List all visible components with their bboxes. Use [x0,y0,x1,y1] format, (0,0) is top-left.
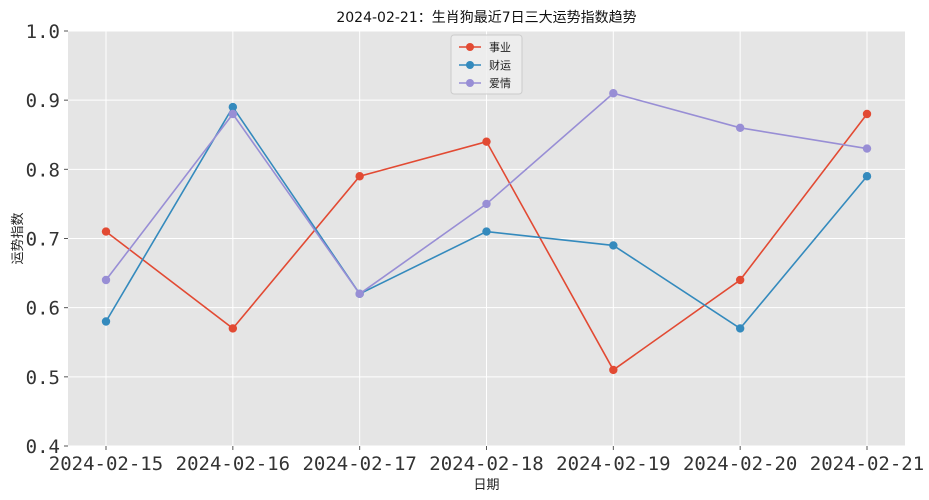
data-point [862,109,872,119]
y-tick-label: 0.4 [26,436,60,458]
y-tick-label: 0.5 [26,367,60,389]
y-tick-label: 0.7 [26,229,60,251]
data-point [228,109,238,119]
x-tick-label: 2024-02-16 [176,453,290,475]
series-1 [101,109,872,375]
data-point [228,324,238,333]
x-axis-label: 日期 [473,478,499,493]
x-tick-label: 2024-02-18 [429,453,543,475]
y-tick-label: 0.8 [26,159,60,181]
legend-label: 爱情 [489,77,511,90]
data-point [735,275,745,285]
data-point [482,227,491,236]
data-point [482,137,491,146]
data-point [735,123,745,133]
data-point [355,289,364,299]
legend-label: 事业 [489,41,511,54]
data-point [735,324,745,333]
data-point [862,172,872,181]
data-point [228,102,238,112]
data-point [609,365,618,375]
legend-item: 爱情 [459,77,511,90]
y-axis-label: 运势指数 [10,212,26,264]
grid-lines [68,30,905,447]
data-point [609,241,618,250]
data-point [101,317,111,326]
legend-item: 事业 [459,41,511,54]
axis-ticks: 0.4 0.5 0.6 0.7 0.8 0.9 1.0 2024-02-15 2024-02-1… [26,21,925,475]
x-tick-label: 2024-02-21 [810,453,924,475]
y-tick-label: 1.0 [26,21,60,43]
legend-swatch-marker [466,79,474,87]
y-tick-label: 0.6 [26,298,60,320]
legend-swatch-marker [466,61,474,69]
series-2 [101,102,872,333]
series-3 [101,89,872,299]
legend-label: 财运 [489,58,511,72]
data-point [609,89,618,98]
data-point [101,275,111,285]
data-point [355,172,364,181]
y-tick-label: 0.9 [26,90,60,112]
data-point [482,199,491,209]
x-tick-label: 2024-02-20 [683,453,797,475]
x-tick-label: 2024-02-19 [556,453,670,475]
legend-item: 财运 [459,58,511,72]
data-point [101,227,111,236]
legend-swatch-marker [466,43,474,51]
chart-title: 2024-02-21：生肖狗最近7日三大运势指数趋势 [336,10,636,26]
data-point [862,144,872,153]
x-tick-label: 2024-02-15 [49,453,163,475]
series-lines [101,89,872,375]
x-tick-label: 2024-02-17 [302,453,416,475]
